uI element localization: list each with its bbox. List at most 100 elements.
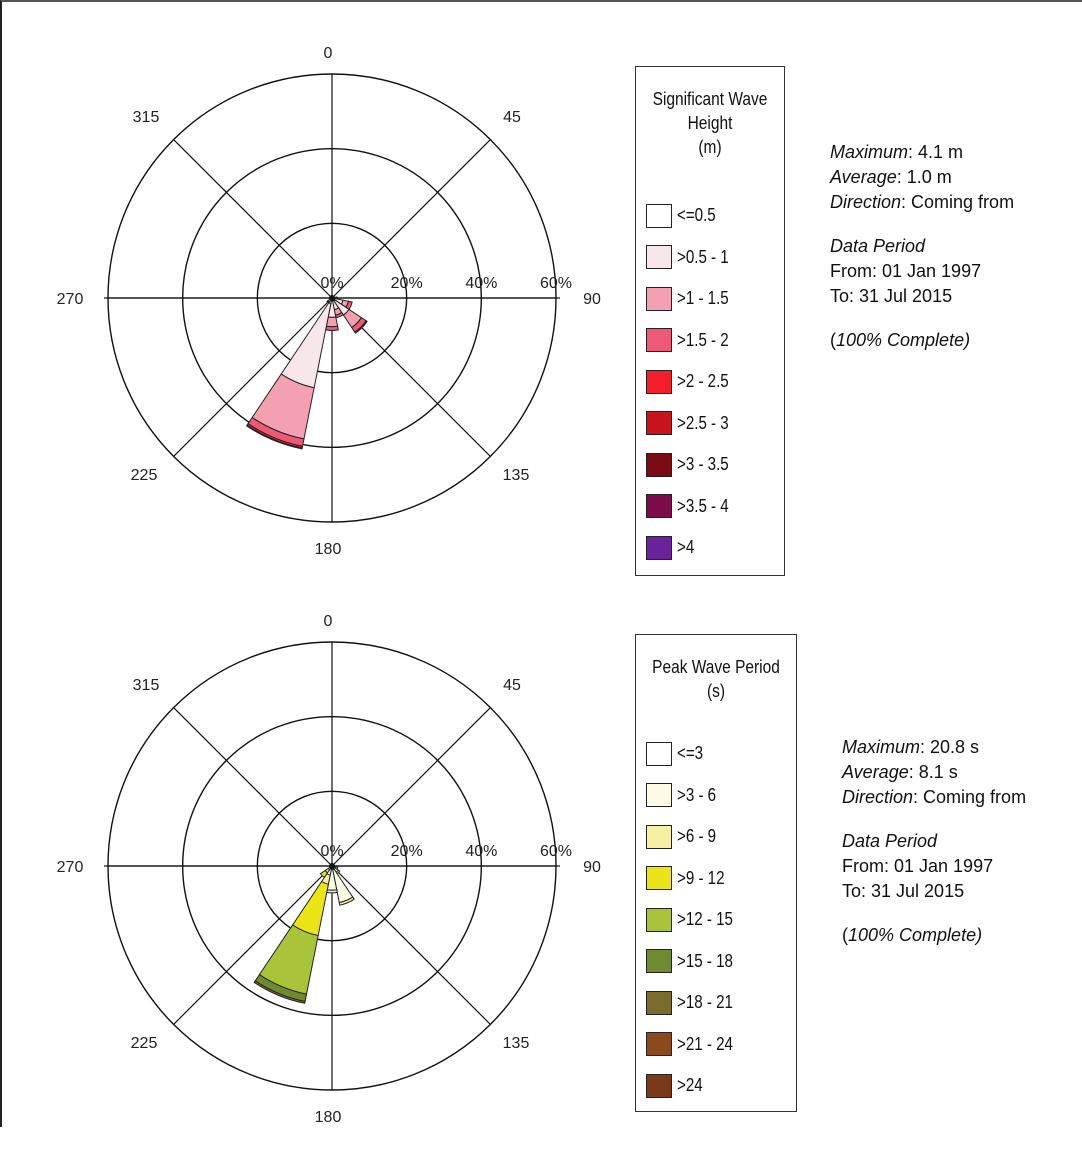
legend-swatch xyxy=(646,494,672,518)
legend-label: >3 - 6 xyxy=(677,785,716,806)
legend-label: >21 - 24 xyxy=(677,1034,733,1055)
radial-label: 60% xyxy=(540,275,572,292)
legend-item: >1.5 - 2 xyxy=(646,320,739,362)
legend-swatch xyxy=(646,1032,672,1056)
direction-label: 0 xyxy=(324,613,333,630)
legend-swatch xyxy=(646,991,672,1015)
legend-label: >2.5 - 3 xyxy=(677,413,729,434)
stat-label: Direction xyxy=(830,192,901,212)
legend-title-line: Peak Wave Period xyxy=(646,655,785,679)
legend-item: >4 xyxy=(646,527,739,569)
direction-label: 225 xyxy=(131,467,158,484)
legend-item: >1 - 1.5 xyxy=(646,278,739,320)
legend-label: >2 - 2.5 xyxy=(677,371,729,392)
legend-label: >6 - 9 xyxy=(677,826,716,847)
legend-item: >9 - 12 xyxy=(646,858,744,900)
stat-label: Average xyxy=(842,762,909,782)
legend-item: >0.5 - 1 xyxy=(646,237,739,279)
direction-label: 225 xyxy=(131,1035,158,1052)
legend-title-line: (m) xyxy=(646,135,775,159)
stat-label: Maximum xyxy=(842,737,920,757)
rose-hub xyxy=(329,863,335,869)
radial-label: 40% xyxy=(465,843,497,860)
legend-label: >1.5 - 2 xyxy=(677,330,729,351)
legend-swatch xyxy=(646,204,672,228)
legend-title-line: (s) xyxy=(646,679,785,703)
legend-swatch xyxy=(646,370,672,394)
direction-label: 45 xyxy=(503,677,521,694)
data-period-to: To: 31 Jul 2015 xyxy=(830,284,1014,309)
stat-value: : 1.0 m xyxy=(897,167,952,187)
legend-item: >3 - 3.5 xyxy=(646,444,739,486)
wave-period-legend: Peak Wave Period (s) <=3 >3 - 6 >6 - 9 >… xyxy=(635,634,797,1112)
stat-direction: Direction: Coming from xyxy=(842,785,1026,810)
rose-segment xyxy=(281,303,331,388)
legend-item: >6 - 9 xyxy=(646,816,744,858)
radial-label: 20% xyxy=(391,275,423,292)
wave-height-legend: Significant Wave Height (m) <=0.5 >0.5 -… xyxy=(635,66,785,576)
legend-swatch xyxy=(646,1074,672,1098)
stat-value: : 8.1 s xyxy=(909,762,958,782)
legend-swatch xyxy=(646,536,672,560)
data-period-to: To: 31 Jul 2015 xyxy=(842,879,1026,904)
legend-label: >15 - 18 xyxy=(677,951,733,972)
legend-item: >2.5 - 3 xyxy=(646,403,739,445)
direction-label: 45 xyxy=(503,109,521,126)
rose-hub xyxy=(329,295,335,301)
legend-swatch xyxy=(646,287,672,311)
radial-label: 0% xyxy=(320,843,343,860)
legend-label: >4 xyxy=(677,537,694,558)
direction-label: 180 xyxy=(315,1109,342,1126)
legend-swatch xyxy=(646,825,672,849)
legend-swatch xyxy=(646,908,672,932)
wave-period-stats: Maximum: 20.8 s Average: 8.1 s Direction… xyxy=(842,735,1026,948)
direction-label: 90 xyxy=(583,859,601,876)
legend-item: >15 - 18 xyxy=(646,941,744,983)
stat-maximum: Maximum: 4.1 m xyxy=(830,140,1014,165)
radial-label: 20% xyxy=(391,843,423,860)
spoke-line xyxy=(174,140,332,298)
stat-value: : Coming from xyxy=(901,192,1014,212)
legend-swatch xyxy=(646,949,672,973)
legend-items: <=0.5 >0.5 - 1 >1 - 1.5 >1.5 - 2 >2 - 2.… xyxy=(646,195,739,569)
legend-swatch xyxy=(646,783,672,807)
direction-label: 270 xyxy=(57,859,84,876)
stat-label: Average xyxy=(830,167,897,187)
stat-label: Maximum xyxy=(830,142,908,162)
stat-value: : 4.1 m xyxy=(908,142,963,162)
legend-item: >3 - 6 xyxy=(646,775,744,817)
legend-items: <=3 >3 - 6 >6 - 9 >9 - 12 >12 - 15 >15 -… xyxy=(646,733,744,1107)
rose-segment xyxy=(293,882,329,936)
rose-segment xyxy=(326,326,339,330)
stat-average: Average: 1.0 m xyxy=(830,165,1014,190)
legend-label: >24 xyxy=(677,1075,703,1096)
direction-label: 135 xyxy=(503,467,530,484)
legend-item: >12 - 15 xyxy=(646,899,744,941)
rose-segment xyxy=(327,890,337,893)
direction-label: 315 xyxy=(133,677,160,694)
legend-label: >12 - 15 xyxy=(677,909,733,930)
direction-label: 135 xyxy=(503,1035,530,1052)
data-period-heading: Data Period xyxy=(842,829,1026,854)
radial-label: 40% xyxy=(465,275,497,292)
direction-label: 270 xyxy=(57,291,84,308)
legend-swatch xyxy=(646,742,672,766)
legend-swatch xyxy=(646,328,672,352)
legend-label: <=3 xyxy=(677,743,703,764)
data-period-from: From: 01 Jan 1997 xyxy=(842,854,1026,879)
legend-item: >18 - 21 xyxy=(646,982,744,1024)
legend-swatch xyxy=(646,866,672,890)
legend-title: Peak Wave Period (s) xyxy=(646,635,785,703)
stat-value: : Coming from xyxy=(913,787,1026,807)
legend-title: Significant Wave Height (m) xyxy=(646,67,775,159)
direction-label: 0 xyxy=(324,45,333,62)
stat-maximum: Maximum: 20.8 s xyxy=(842,735,1026,760)
stat-value: : 20.8 s xyxy=(920,737,979,757)
spoke-line xyxy=(174,708,332,866)
legend-item: >3.5 - 4 xyxy=(646,486,739,528)
direction-label: 90 xyxy=(583,291,601,308)
